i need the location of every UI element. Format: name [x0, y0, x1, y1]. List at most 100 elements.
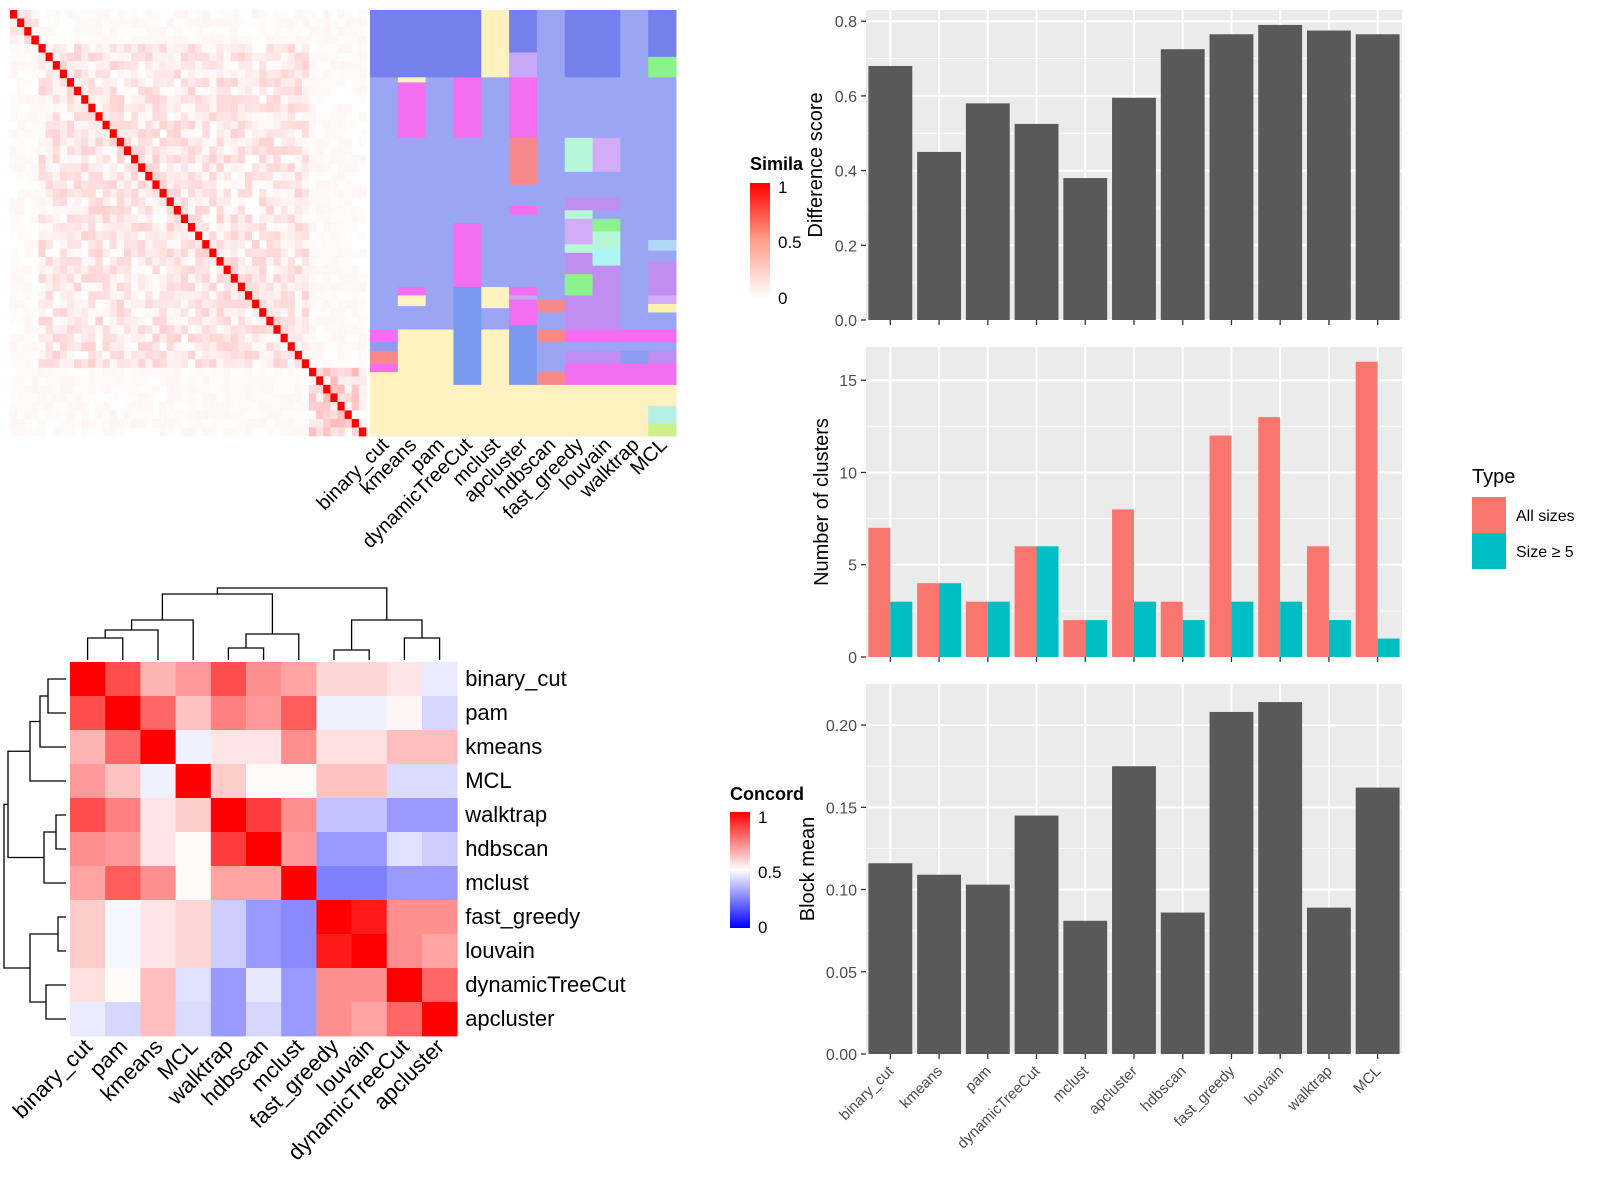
concordance-row-label: pam [465, 700, 508, 725]
similarity-cell [173, 154, 182, 164]
similarity-cell [202, 308, 210, 318]
similarity-cell [188, 197, 196, 207]
concordance-cell [246, 730, 282, 765]
similarity-cell [358, 205, 367, 215]
similarity-cell [166, 146, 175, 156]
bar-all-sizes [1112, 509, 1134, 657]
similarity-cell [309, 240, 317, 249]
classification-cell [397, 329, 427, 437]
similarity-cell [316, 367, 324, 377]
similarity-cell [323, 257, 331, 266]
similarity-cell [109, 367, 118, 377]
similarity-cell [81, 129, 89, 139]
similarity-cell [131, 78, 139, 88]
bar-size-5 [1036, 546, 1059, 657]
concordance-cell [175, 866, 212, 901]
similarity-cell [74, 197, 82, 207]
similarity-cell [24, 61, 32, 71]
similarity-cell [66, 154, 75, 164]
similarity-cell [109, 316, 118, 326]
similarity-cell [17, 197, 25, 207]
similarity-cell [166, 342, 175, 352]
classification-cell [648, 77, 677, 241]
similarity-cell [188, 333, 196, 343]
similarity-cell [273, 52, 281, 62]
similarity-cell [109, 18, 118, 28]
similarity-cell [259, 410, 267, 420]
similarity-cell [180, 103, 189, 113]
similarity-cell [123, 384, 132, 394]
similarity-cell [81, 325, 89, 335]
similarity-cell [138, 274, 146, 284]
similarity-cell [123, 333, 132, 343]
similarity-cell [323, 342, 331, 352]
similarity-cell [351, 367, 360, 377]
concordance-cell [281, 696, 317, 731]
similarity-cell [145, 61, 153, 71]
similarity-cell [358, 367, 367, 377]
similarity-cell [88, 197, 96, 207]
similarity-cell [52, 44, 61, 53]
concordance-cell [175, 798, 212, 833]
similarity-cell [351, 27, 360, 36]
similarity-cell [52, 214, 61, 224]
similarity-cell [173, 342, 182, 352]
similarity-cell [24, 154, 32, 164]
similarity-cell [294, 350, 303, 360]
similarity-cell [88, 69, 96, 79]
similarity-cell [145, 129, 153, 139]
similarity-cell [81, 171, 89, 181]
similarity-cell [188, 223, 196, 232]
similarity-cell [152, 154, 160, 164]
similarity-cell [195, 418, 203, 428]
similarity-cell [266, 197, 274, 207]
similarity-cell [180, 282, 189, 292]
similarity-cell [287, 146, 296, 156]
bar [868, 863, 913, 1054]
similarity-cell [66, 274, 75, 284]
similarity-cell [358, 316, 367, 326]
bar [1209, 711, 1254, 1054]
bar [1258, 702, 1303, 1054]
similarity-cell [195, 61, 203, 71]
similarity-cell [294, 359, 303, 369]
similarity-cell [230, 154, 239, 164]
similarity-cell [131, 401, 139, 411]
similarity-cell [259, 265, 267, 275]
similarity-cell [66, 316, 75, 326]
similarity-cell [102, 325, 111, 335]
similarity-cell [81, 78, 89, 88]
similarity-cell [188, 265, 196, 275]
similarity-cell [280, 61, 289, 71]
similarity-cell [323, 197, 331, 207]
similarity-cell [244, 350, 253, 360]
similarity-cell [202, 427, 210, 437]
classification-cell [592, 77, 621, 139]
similarity-cell [59, 52, 68, 62]
similarity-cell [301, 333, 310, 343]
similarity-cell [195, 223, 203, 232]
similarity-cell [88, 163, 96, 173]
similarity-cell [102, 146, 111, 156]
similarity-cell [230, 308, 239, 318]
similarity-cell [138, 359, 146, 369]
similarity-cell [159, 231, 168, 241]
similarity-cell [159, 103, 168, 113]
classification-cell [648, 312, 677, 330]
similarity-cell [358, 137, 367, 147]
concordance-cell [175, 934, 212, 969]
similarity-cell [59, 61, 68, 71]
similarity-cell [88, 265, 96, 275]
similarity-cell [10, 393, 18, 403]
similarity-cell [244, 325, 253, 335]
classification-cell [648, 342, 677, 352]
similarity-cell [230, 146, 239, 156]
similarity-cell [351, 325, 360, 335]
classification-cell [370, 329, 399, 343]
similarity-cell [109, 188, 118, 198]
classification-cell [648, 250, 677, 262]
similarity-cell [123, 274, 132, 284]
similarity-cell [309, 35, 317, 45]
similarity-cell [195, 163, 203, 173]
bar-all-sizes [868, 527, 891, 657]
